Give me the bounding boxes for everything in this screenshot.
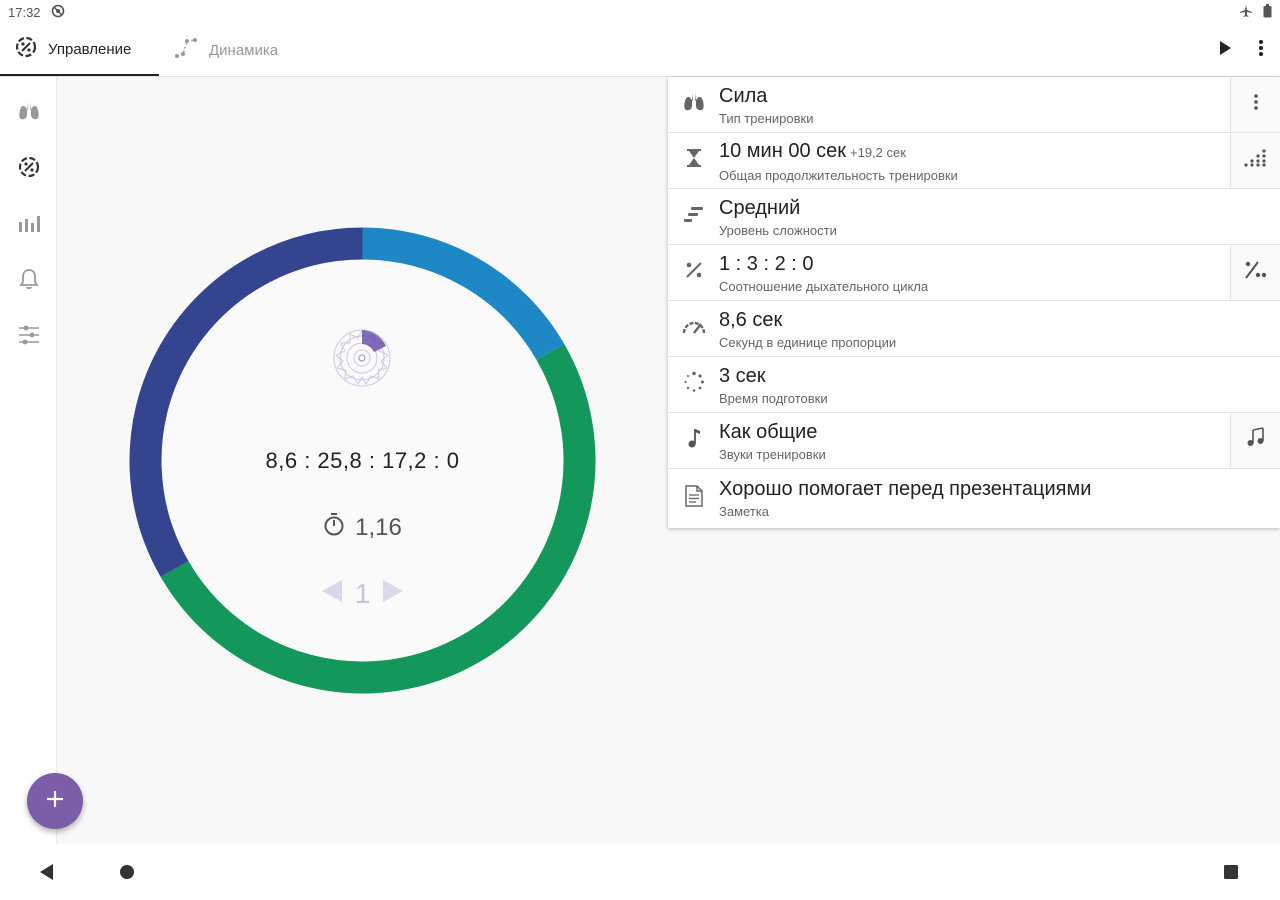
- navigation-rail: [0, 77, 57, 844]
- setting-label: Секунд в единице пропорции: [719, 334, 897, 350]
- music-note-icon: [686, 427, 702, 454]
- home-button[interactable]: [119, 864, 135, 885]
- setting-value: Сила: [719, 84, 768, 107]
- status-time: 17:32: [8, 4, 41, 20]
- hourglass-icon: [686, 148, 702, 173]
- percent-icon: [684, 260, 704, 285]
- tab-label: Динамика: [209, 41, 279, 59]
- system-navigation-bar: [0, 844, 1280, 900]
- setting-label: Заметка: [719, 504, 769, 519]
- mandala-progress-icon: [330, 326, 394, 390]
- previous-page-button[interactable]: [321, 578, 343, 610]
- setting-sounds[interactable]: Как общие Звуки тренировки: [668, 413, 1280, 469]
- setting-label: Общая продолжительность тренировки: [719, 167, 958, 183]
- sounds-options-button[interactable]: [1230, 413, 1280, 468]
- setting-value: 3 сек: [719, 364, 766, 387]
- setting-unit-seconds[interactable]: 8,6 сек Секунд в единице пропорции: [668, 301, 1280, 357]
- setting-training-type[interactable]: Сила Тип тренировки: [668, 77, 1280, 133]
- setting-label: Время подготовки: [719, 390, 828, 406]
- setting-label: Звуки тренировки: [719, 446, 826, 462]
- setting-value: Как общие: [719, 420, 818, 443]
- duration-options-button[interactable]: [1230, 133, 1280, 188]
- battery-icon: [1263, 3, 1272, 21]
- add-training-button[interactable]: [27, 773, 83, 829]
- rail-item-reminders[interactable]: [0, 261, 57, 301]
- ring-segment-inhale: [362, 227, 565, 361]
- stopwatch-icon: [323, 512, 345, 543]
- next-page-button[interactable]: [382, 578, 404, 610]
- sliders-icon: [18, 324, 40, 351]
- tab-dynamics[interactable]: Динамика: [159, 24, 292, 76]
- setting-duration[interactable]: 10 мин 00 сек +19,2 сек Общая продолжител…: [668, 133, 1280, 189]
- loading-icon: [683, 371, 705, 398]
- page-number: 1: [354, 578, 371, 609]
- more-options-button[interactable]: [1258, 39, 1264, 62]
- timer-value: 1,16: [355, 513, 402, 541]
- percent-dots-icon: [1244, 260, 1268, 285]
- duration-extra: +19,2 сек: [850, 144, 906, 160]
- setting-value: Средний: [719, 196, 801, 219]
- ring-segment-exhale: [129, 227, 363, 577]
- setting-label: Уровень сложности: [719, 222, 837, 238]
- bell-icon: [18, 268, 39, 295]
- rail-item-ratio[interactable]: [0, 149, 57, 189]
- timer-readout: 1,16: [129, 512, 596, 543]
- ratio-seconds-readout: 8,6 : 25,8 : 17,2 : 0: [265, 448, 460, 473]
- rail-item-statistics[interactable]: [0, 205, 57, 245]
- ratio-presets-button[interactable]: [1230, 245, 1280, 300]
- dots-grid-icon: [1243, 149, 1268, 172]
- breathing-cycle-ring: [129, 227, 596, 694]
- training-type-menu-button[interactable]: [1230, 77, 1280, 132]
- more-vert-icon: [1253, 93, 1259, 116]
- speedometer-icon: [682, 317, 706, 340]
- tab-label: Управление: [48, 40, 132, 58]
- duration-value: 10 мин 00 сек: [719, 139, 847, 162]
- training-settings-panel: Сила Тип тренировки 10 мин 00 сек +19,2 с…: [668, 77, 1280, 528]
- status-bar: 17:32: [0, 0, 1280, 24]
- difficulty-icon: [683, 205, 705, 228]
- ratio-circle-icon: [14, 35, 38, 63]
- top-app-bar: Управление Динамика: [0, 24, 1280, 77]
- ratio-circle-icon: [17, 155, 41, 184]
- plus-icon: [45, 789, 65, 814]
- app-notification-icon: [51, 4, 65, 21]
- setting-value: Хорошо помогает перед презентациями: [719, 478, 1092, 500]
- dynamics-icon: [173, 36, 199, 64]
- play-button[interactable]: [1218, 40, 1232, 61]
- ring-segment-hold: [160, 344, 596, 694]
- rail-item-training-type[interactable]: [0, 93, 57, 133]
- setting-preparation-time[interactable]: 3 сек Время подготовки: [668, 357, 1280, 413]
- rail-item-settings[interactable]: [0, 317, 57, 357]
- airplane-mode-icon: [1239, 4, 1253, 21]
- setting-difficulty[interactable]: Средний Уровень сложности: [668, 189, 1280, 245]
- setting-label: Соотношение дыхательного цикла: [719, 278, 929, 294]
- setting-label: Тип тренировки: [719, 110, 814, 126]
- setting-note[interactable]: Хорошо помогает перед презентациями Заме…: [668, 469, 1280, 527]
- cycle-pager: 1: [129, 578, 596, 610]
- back-button[interactable]: [38, 862, 56, 887]
- lungs-icon: [682, 91, 706, 118]
- note-icon: [684, 484, 703, 512]
- setting-breath-ratio[interactable]: 1 : 3 : 2 : 0 Соотношение дыхательного ц…: [668, 245, 1280, 301]
- tab-control[interactable]: Управление: [0, 24, 159, 76]
- lungs-icon: [17, 100, 41, 127]
- music-notes-icon: [1246, 427, 1266, 454]
- recents-button[interactable]: [1223, 864, 1239, 885]
- bar-chart-icon: [18, 213, 40, 238]
- setting-value: 10 мин 00 сек +19,2 сек: [719, 139, 1230, 165]
- setting-value: 8,6 сек: [719, 308, 783, 331]
- setting-value: 1 : 3 : 2 : 0: [719, 252, 814, 275]
